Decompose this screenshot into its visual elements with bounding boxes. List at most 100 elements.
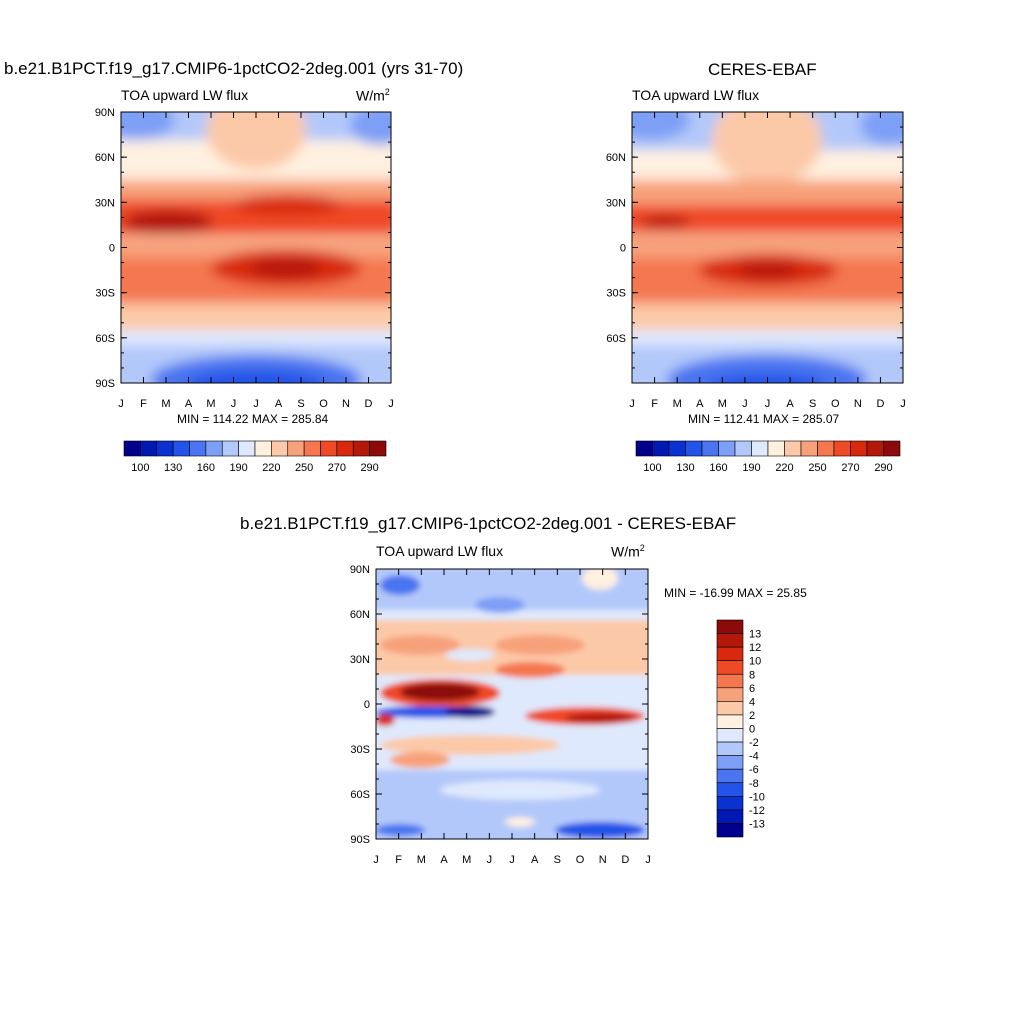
colorbar-label: 12 (749, 642, 761, 654)
colorbar-label: -12 (749, 805, 765, 817)
colorbar-swatch (336, 440, 354, 457)
lat-tick-label: 30N (95, 197, 115, 209)
month-tick-label: S (297, 398, 304, 410)
colorbar-swatch (716, 768, 744, 784)
diff-panel-title: b.e21.B1PCT.f19_g17.CMIP6-1pctCO2-2deg.0… (240, 514, 737, 533)
colorbar-swatch (369, 440, 387, 457)
month-tick-label: J (487, 854, 493, 866)
colorbar-swatch (800, 440, 818, 457)
colorbar-swatch (751, 440, 769, 457)
obs-minmax: MIN = 112.41 MAX = 285.07 (688, 412, 840, 426)
colorbar-label: 160 (709, 462, 727, 474)
lat-tick-label: 90S (95, 378, 115, 390)
diff-minmax: MIN = -16.99 MAX = 25.85 (664, 586, 807, 600)
month-tick-label: F (651, 398, 658, 410)
colorbar-swatch (734, 440, 752, 457)
colorbar-swatch (716, 714, 744, 729)
diff-variable-label: TOA upward LW flux (376, 543, 504, 559)
month-tick-label: M (417, 854, 426, 866)
colorbar-swatch (172, 440, 190, 457)
model-minmax: MIN = 114.22 MAX = 285.84 (177, 412, 329, 426)
month-tick-label: N (854, 398, 862, 410)
lat-tick-label: 90S (350, 834, 370, 846)
colorbar-label: 4 (749, 696, 755, 708)
diff-units-label: W/m2 (611, 543, 645, 560)
colorbar-label: 130 (164, 462, 182, 474)
model-variable-label: TOA upward LW flux (121, 87, 249, 103)
colorbar-swatch (716, 646, 744, 661)
month-tick-label: M (462, 854, 471, 866)
colorbar-swatch (287, 440, 305, 457)
colorbar-swatch (716, 660, 744, 675)
month-tick-label: F (140, 398, 147, 410)
colorbar-label: 13 (749, 629, 761, 641)
month-tick-label: O (576, 854, 585, 866)
colorbar-swatch (716, 796, 744, 811)
month-tick-label: J (373, 854, 379, 866)
month-tick-label: J (629, 398, 635, 410)
month-tick-label: S (809, 398, 816, 410)
colorbar-swatch (652, 440, 670, 457)
colorbar-swatch (716, 728, 744, 743)
colorbar-swatch (716, 823, 744, 838)
lat-tick-label: 60N (606, 152, 626, 164)
colorbar-label: -2 (749, 737, 759, 749)
axis-ticks (120, 111, 904, 840)
colorbar-label: 160 (197, 462, 215, 474)
month-tick-label: A (275, 398, 283, 410)
colorbar-swatch (221, 440, 239, 457)
colorbar-swatch (718, 440, 736, 457)
colorbar-swatch (254, 440, 272, 457)
colorbar-swatch (817, 440, 835, 457)
colorbar-label: 270 (328, 462, 346, 474)
obs-variable-label: TOA upward LW flux (632, 87, 760, 103)
lat-tick-label: 60S (606, 333, 626, 345)
month-tick-label: M (718, 398, 727, 410)
lat-tick-label: 60N (350, 609, 370, 621)
colorbar-swatch (784, 440, 802, 457)
lat-tick-label: 30S (606, 288, 626, 300)
month-tick-label: O (831, 398, 840, 410)
obs-colorbar: 100 130 160 190 220 250 270 290 (635, 440, 901, 474)
colorbar-swatch (205, 440, 223, 457)
colorbar-swatch (303, 440, 321, 457)
lat-tick-label: 30N (350, 654, 370, 666)
colorbar-label: 190 (229, 462, 247, 474)
colorbar-label: 100 (643, 462, 661, 474)
obs-heatmap-field (632, 112, 903, 383)
colorbar-swatch (271, 440, 289, 457)
colorbar-swatch (635, 440, 653, 457)
month-tick-label: A (531, 854, 539, 866)
colorbar-swatch (668, 440, 686, 457)
model-panel-title: b.e21.B1PCT.f19_g17.CMIP6-1pctCO2-2deg.0… (4, 59, 464, 78)
month-tick-label: A (786, 398, 794, 410)
month-tick-label: J (645, 854, 651, 866)
colorbar-label: 250 (295, 462, 313, 474)
lat-tick-label: 90N (350, 564, 370, 576)
colorbar-label: 6 (749, 683, 755, 695)
month-tick-label: J (231, 398, 237, 410)
month-tick-label: J (742, 398, 748, 410)
obs-panel-title: CERES-EBAF (708, 60, 817, 79)
month-tick-label: J (900, 398, 906, 410)
colorbar-label: -6 (749, 764, 759, 776)
month-tick-label: A (440, 854, 448, 866)
colorbar-label: 100 (131, 462, 149, 474)
model-colorbar: 100 130 160 190 220 250 270 290 (123, 440, 387, 474)
colorbar-swatch (716, 701, 744, 716)
colorbar-swatch (850, 440, 868, 457)
colorbar-swatch (352, 440, 370, 457)
model-heatmap-field (121, 112, 391, 383)
colorbar-swatch (716, 687, 744, 702)
colorbar-label: 220 (262, 462, 280, 474)
colorbar-label: 8 (749, 669, 755, 681)
colorbar-swatch (320, 440, 338, 457)
lat-tick-label: 60S (350, 789, 370, 801)
colorbar-label: -8 (749, 778, 759, 790)
month-tick-label: D (876, 398, 884, 410)
lat-tick-label: 0 (109, 243, 115, 255)
colorbar-swatch (716, 809, 744, 824)
